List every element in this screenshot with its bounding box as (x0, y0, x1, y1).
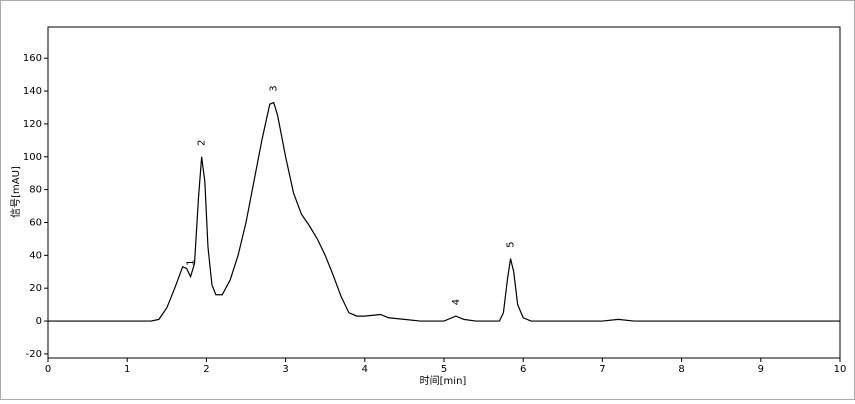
peak-label: 5 (506, 241, 517, 247)
y-tick-label: 160 (23, 53, 42, 64)
y-tick-label: 0 (36, 316, 42, 327)
x-tick-label: 8 (678, 364, 684, 375)
trace (48, 101, 840, 322)
x-tick-label: 7 (599, 364, 605, 375)
x-tick-label: 0 (45, 364, 51, 375)
y-tick-label: 40 (29, 250, 42, 261)
y-tick-label: 20 (29, 283, 42, 294)
peak-label: 2 (197, 140, 208, 146)
x-tick-label: 1 (124, 364, 130, 375)
x-tick-label: 10 (834, 364, 847, 375)
y-tick-label: 80 (29, 185, 42, 196)
x-tick-label: 3 (282, 364, 288, 375)
y-tick-label: 100 (23, 152, 42, 163)
y-axis-label: 信号[mAU] (10, 166, 22, 218)
y-tick-label: 60 (29, 217, 42, 228)
x-tick-label: 4 (362, 364, 368, 375)
y-tick-label: 120 (23, 119, 42, 130)
x-tick-label: 2 (203, 364, 209, 375)
x-tick-label: 5 (441, 364, 447, 375)
x-tick-label: 6 (520, 364, 526, 375)
x-axis-label: 时间[min] (420, 374, 467, 387)
peak-label: 3 (269, 85, 280, 91)
y-tick-label: -20 (26, 349, 42, 360)
peak-label: 1 (186, 259, 197, 265)
x-tick-label: 9 (758, 364, 764, 375)
peak-label: 4 (451, 299, 462, 305)
y-tick-label: 140 (23, 86, 42, 97)
